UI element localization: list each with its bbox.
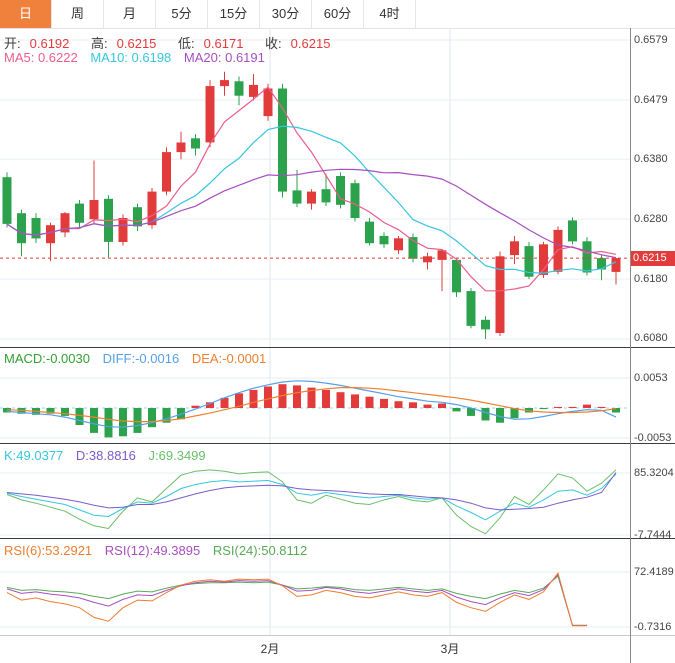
ytick-kdj-1: -7.7444 (634, 529, 672, 541)
ytick-main-5: 0.6080 (634, 332, 668, 344)
ohlc-legend: 开: 0.6192 高: 0.6215 低: 0.6171 收: 0.6215 (4, 33, 348, 52)
ma5-value: MA5: 0.6222 (4, 50, 78, 65)
ohlc-high: 高: 0.6215 (91, 36, 157, 51)
kdj-legend: K:49.0377 D:38.8816 J:69.3499 (4, 448, 215, 463)
xlabel-feb: 2月 (260, 642, 280, 656)
ytick-main-4: 0.6180 (634, 273, 668, 285)
tab-60min[interactable]: 60分 (312, 0, 364, 28)
separator-macd-kdj (0, 443, 675, 444)
separator-kdj-rsi (0, 538, 675, 539)
rsi24-value: RSI(24):50.8112 (212, 543, 308, 558)
tab-month[interactable]: 月 (104, 0, 156, 28)
ohlc-close: 收: 0.6215 (265, 36, 331, 51)
separator-bottom-axis (0, 635, 675, 636)
tab-5min[interactable]: 5分 (156, 0, 208, 28)
right-axis-line (630, 28, 631, 663)
tab-day[interactable]: 日 (0, 0, 52, 28)
tab-week[interactable]: 周 (52, 0, 104, 28)
tab-4hour[interactable]: 4时 (364, 0, 416, 28)
ytick-main-3: 0.6280 (634, 213, 668, 225)
ohlc-low: 低: 0.6171 (178, 36, 244, 51)
rsi-legend: RSI(6):53.2921 RSI(12):49.3895 RSI(24):5… (4, 543, 316, 558)
kline-canvas[interactable] (0, 28, 630, 663)
ytick-macd-1: -0.0053 (634, 432, 672, 444)
ytick-rsi-0: 72.4189 (634, 566, 674, 578)
ytick-macd-0: 0.0053 (634, 372, 668, 384)
period-tabbar: 日 周 月 5分 15分 30分 60分 4时 (0, 0, 675, 29)
ytick-main-1: 0.6479 (634, 94, 668, 106)
macd-legend: MACD:-0.0030 DIFF:-0.0016 DEA:-0.0001 (4, 351, 275, 366)
rsi6-value: RSI(6):53.2921 (4, 543, 93, 558)
dea-value: DEA:-0.0001 (191, 351, 267, 366)
ytick-rsi-1: -0.7316 (634, 621, 672, 633)
separator-main-macd (0, 347, 675, 348)
xlabel-mar: 3月 (440, 642, 460, 656)
current-price-tag: 0.6215 (631, 251, 675, 266)
j-value: J:69.3499 (148, 448, 206, 463)
ma10-value: MA10: 0.6198 (90, 50, 172, 65)
chart-container[interactable]: 开: 0.6192 高: 0.6215 低: 0.6171 收: 0.6215 MA5:… (0, 28, 675, 663)
tab-30min[interactable]: 30分 (260, 0, 312, 28)
macd-value: MACD:-0.0030 (4, 351, 90, 366)
k-value: K:49.0377 (4, 448, 64, 463)
ytick-main-0: 0.6579 (634, 34, 668, 46)
tab-15min[interactable]: 15分 (208, 0, 260, 28)
ohlc-open: 开: 0.6192 (4, 36, 70, 51)
d-value: D:38.8816 (75, 448, 136, 463)
ma20-value: MA20: 0.6191 (183, 50, 265, 65)
diff-value: DIFF:-0.0016 (102, 351, 180, 366)
ma-legend: MA5: 0.6222 MA10: 0.6198 MA20: 0.6191 (4, 50, 274, 65)
rsi12-value: RSI(12):49.3895 (104, 543, 201, 558)
ytick-main-2: 0.6380 (634, 153, 668, 165)
ytick-kdj-0: 85.3204 (634, 467, 674, 479)
